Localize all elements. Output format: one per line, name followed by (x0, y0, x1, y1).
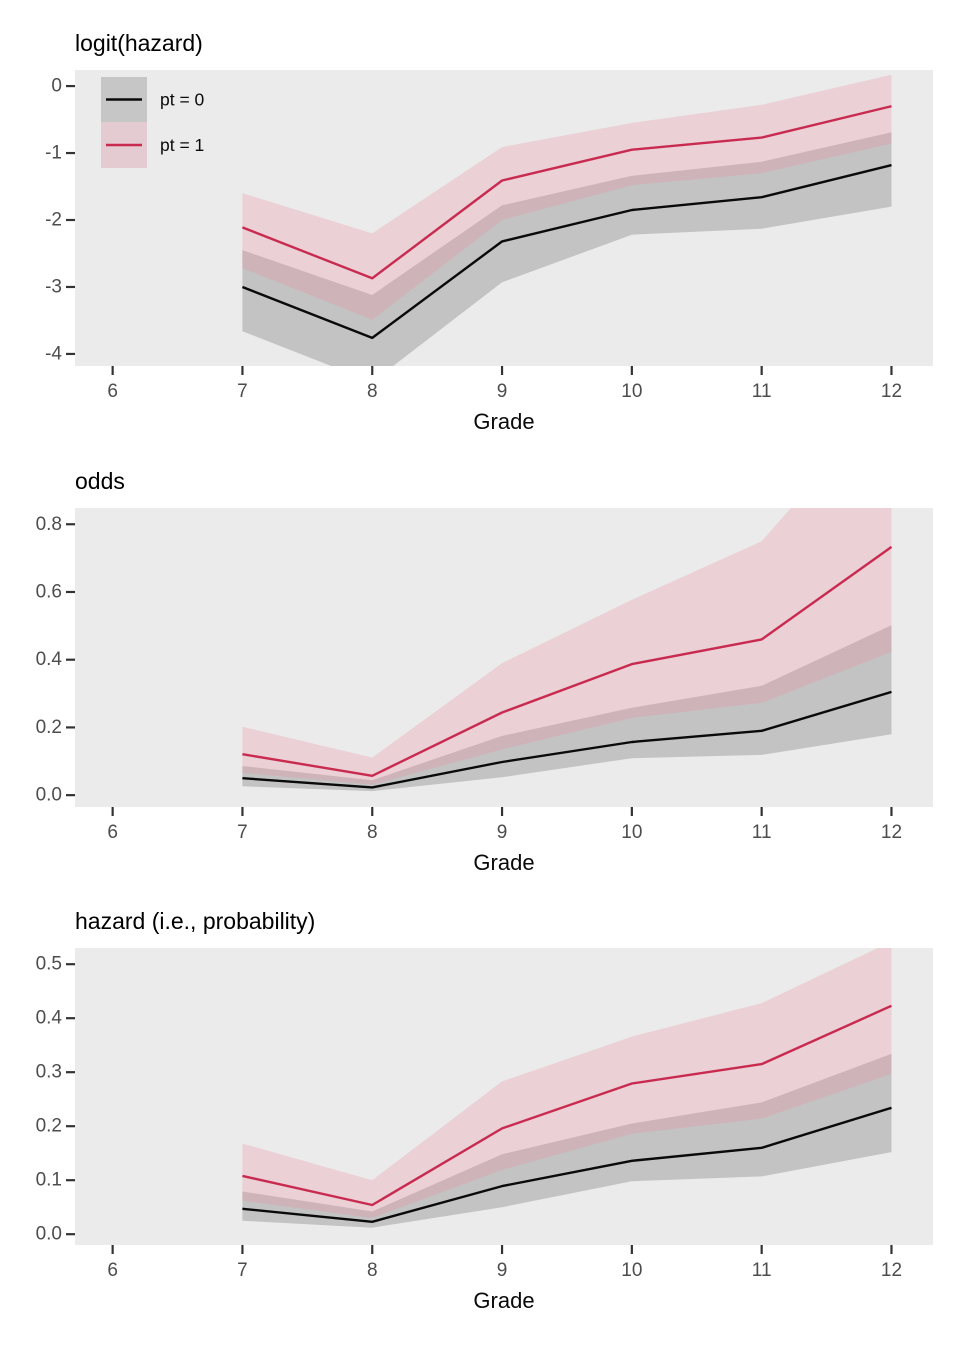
y-tick-label: -2 (45, 210, 62, 231)
y-tick-label: 0.8 (36, 514, 62, 535)
line-pt0 (242, 1106, 892, 1223)
y-tick-label: 0.3 (36, 1062, 62, 1083)
x-axis-title: Grade (473, 1288, 534, 1313)
y-tick-label: 0.4 (36, 649, 63, 670)
y-tick-label: -4 (45, 343, 62, 364)
x-tick-label: 6 (107, 1260, 118, 1281)
ribbon-pt0 (242, 1053, 892, 1228)
x-tick-label: 12 (881, 1260, 902, 1281)
x-tick-label: 7 (237, 1260, 248, 1281)
y-tick-label: 0.6 (36, 581, 62, 602)
x-tick-label: 7 (237, 822, 248, 843)
x-tick-label: 11 (752, 822, 772, 843)
x-tick-label: 12 (881, 381, 902, 402)
x-axis-title: Grade (473, 850, 534, 875)
ribbon-pt1 (242, 948, 892, 1218)
x-tick-label: 10 (621, 1260, 642, 1281)
chart-title: odds (75, 468, 125, 494)
plot-area (242, 948, 892, 1228)
chart-0: 0 -1 -2 -3 -4 6 7 8 9 10 11 12 Grade logit(hazard) pt … (45, 30, 933, 434)
line-pt1 (242, 545, 893, 777)
legend-label-pt0: pt = 0 (160, 90, 205, 110)
ribbon-pt0 (242, 625, 892, 792)
y-tick-label: 0.5 (36, 954, 62, 975)
plot-area (241, 74, 892, 366)
x-tick-label: 9 (497, 381, 508, 402)
x-tick-label: 9 (497, 1260, 508, 1281)
x-tick-label: 8 (367, 1260, 378, 1281)
x-tick-label: 8 (367, 822, 378, 843)
y-tick-label: 0.4 (36, 1008, 63, 1029)
plot-area (242, 508, 893, 792)
x-tick-label: 6 (107, 822, 118, 843)
x-tick-label: 6 (107, 381, 118, 402)
x-tick-label: 8 (367, 381, 378, 402)
y-tick-label: 0.1 (36, 1170, 62, 1191)
legend-label-pt1: pt = 1 (160, 135, 204, 155)
y-tick-label: 0.2 (36, 717, 62, 738)
x-tick-label: 9 (497, 822, 508, 843)
chart-title: logit(hazard) (75, 30, 203, 56)
line-pt1 (241, 105, 892, 280)
chart-title: hazard (i.e., probability) (75, 908, 315, 934)
x-tick-label: 12 (881, 822, 902, 843)
y-tick-label: 0.0 (36, 1224, 62, 1245)
x-tick-label: 7 (237, 381, 248, 402)
y-tick-label: 0.2 (36, 1116, 62, 1137)
x-tick-label: 10 (621, 822, 642, 843)
y-tick-label: -3 (45, 276, 62, 297)
chart-2: 0.5 0.4 0.3 0.2 0.1 0.0 6 7 8 9 10 11 12 Grade hazard … (36, 908, 933, 1313)
line-pt0 (241, 163, 892, 340)
x-tick-label: 11 (752, 381, 772, 402)
y-tick-label: 0.0 (36, 785, 62, 806)
y-tick-label: 0 (51, 76, 62, 97)
ribbon-pt1 (242, 74, 892, 320)
ribbon-pt0 (242, 132, 892, 366)
x-tick-label: 11 (752, 1260, 772, 1281)
line-pt1 (242, 1004, 892, 1207)
y-tick-label: -1 (45, 143, 62, 164)
ribbon-pt1 (242, 508, 892, 785)
line-pt0 (242, 690, 892, 789)
x-tick-label: 10 (621, 381, 642, 402)
x-axis-title: Grade (473, 409, 534, 434)
chart-1: 0.8 0.6 0.4 0.2 0.0 6 7 8 9 10 11 12 Grade odds (36, 468, 933, 875)
legend: pt = 0 pt = 1 (101, 77, 205, 168)
